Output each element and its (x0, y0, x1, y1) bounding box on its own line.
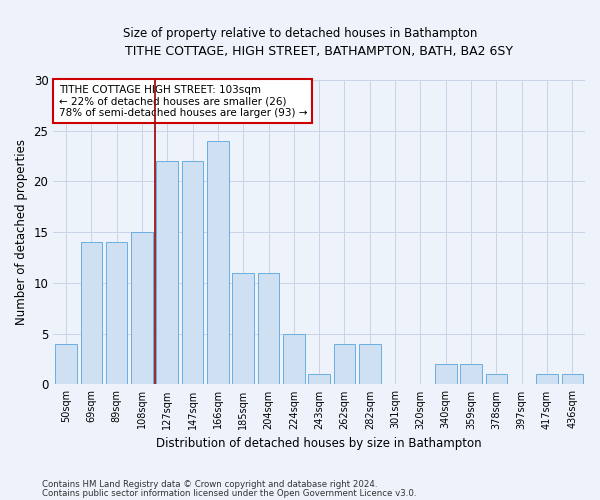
Text: Size of property relative to detached houses in Bathampton: Size of property relative to detached ho… (123, 28, 477, 40)
Bar (182, 161, 203, 384)
Bar (258, 273, 279, 384)
Bar (334, 344, 355, 385)
Text: Contains public sector information licensed under the Open Government Licence v3: Contains public sector information licen… (42, 489, 416, 498)
Title: TITHE COTTAGE, HIGH STREET, BATHAMPTON, BATH, BA2 6SY: TITHE COTTAGE, HIGH STREET, BATHAMPTON, … (125, 45, 513, 58)
Y-axis label: Number of detached properties: Number of detached properties (15, 139, 28, 325)
Bar (80, 242, 102, 384)
Bar (157, 161, 178, 384)
Bar (55, 344, 77, 385)
Bar (536, 374, 558, 384)
Bar (283, 334, 305, 384)
Bar (485, 374, 507, 384)
Bar (131, 232, 152, 384)
Bar (308, 374, 330, 384)
Text: Contains HM Land Registry data © Crown copyright and database right 2024.: Contains HM Land Registry data © Crown c… (42, 480, 377, 489)
Bar (359, 344, 380, 385)
Bar (435, 364, 457, 384)
Bar (106, 242, 127, 384)
Bar (562, 374, 583, 384)
X-axis label: Distribution of detached houses by size in Bathampton: Distribution of detached houses by size … (157, 437, 482, 450)
Bar (232, 273, 254, 384)
Bar (460, 364, 482, 384)
Text: TITHE COTTAGE HIGH STREET: 103sqm
← 22% of detached houses are smaller (26)
78% : TITHE COTTAGE HIGH STREET: 103sqm ← 22% … (59, 84, 307, 118)
Bar (207, 141, 229, 384)
